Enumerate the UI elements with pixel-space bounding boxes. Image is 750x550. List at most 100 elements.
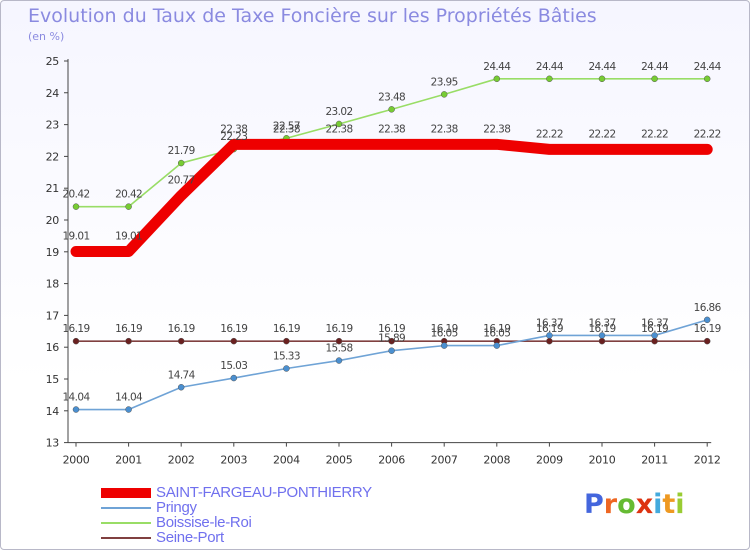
- data-point: [125, 337, 132, 345]
- data-label: 16.05: [431, 328, 458, 340]
- data-label: 24.44: [536, 61, 564, 73]
- chart-title: Evolution du Taux de Taxe Foncière sur l…: [28, 5, 597, 27]
- data-point: [703, 337, 711, 345]
- data-point: [388, 337, 395, 345]
- x-tick-label: 2010: [589, 454, 616, 467]
- data-label: 23.48: [378, 91, 405, 103]
- data-label: 16.86: [694, 302, 722, 314]
- proxiti-logo: Proxiti: [584, 489, 685, 520]
- logo-letter: P: [584, 489, 604, 520]
- data-label: 14.04: [62, 392, 90, 404]
- data-point: [703, 75, 711, 83]
- data-point: [440, 342, 448, 349]
- data-point: [440, 91, 448, 98]
- data-label: 15.89: [378, 333, 405, 345]
- legend-label: Pringy: [156, 499, 197, 516]
- data-point: [388, 106, 395, 113]
- x-tick-label: 2003: [220, 454, 247, 467]
- data-label: 16.19: [325, 323, 352, 335]
- data-label: 16.19: [115, 323, 142, 335]
- data-label: 21.79: [168, 145, 195, 157]
- series-line: [70, 138, 713, 257]
- x-tick-label: 2008: [483, 454, 510, 467]
- data-point: [335, 357, 343, 364]
- data-point: [177, 159, 185, 167]
- data-point: [388, 347, 395, 354]
- data-label: 16.19: [641, 323, 668, 335]
- logo-letter: i: [653, 489, 663, 520]
- data-label: 16.19: [168, 323, 195, 335]
- data-label: 22.22: [536, 128, 563, 140]
- data-point: [493, 342, 501, 349]
- data-label: 16.37: [641, 317, 668, 329]
- data-point: [703, 316, 711, 324]
- y-tick-label: 14: [46, 405, 60, 418]
- y-tick-label: 21: [46, 182, 59, 195]
- y-tick-label: 15: [46, 373, 60, 386]
- data-point: [335, 120, 343, 128]
- data-point: [546, 75, 553, 83]
- data-point: [230, 337, 238, 345]
- data-point: [230, 374, 238, 382]
- data-label: 16.19: [588, 323, 615, 335]
- data-label: 22.38: [483, 123, 510, 135]
- logo-letter: r: [603, 489, 618, 520]
- data-label: 16.19: [694, 323, 721, 335]
- y-tick-label: 23: [46, 119, 60, 132]
- data-point: [177, 337, 185, 345]
- data-point: [335, 337, 343, 345]
- data-label: 23.95: [431, 76, 458, 88]
- data-point: [283, 337, 290, 345]
- y-tick-label: 19: [46, 246, 60, 259]
- data-point: [72, 406, 80, 413]
- data-label: 16.19: [483, 323, 510, 335]
- data-label: 23.02: [325, 106, 352, 118]
- x-tick-label: 2012: [694, 454, 721, 467]
- data-label: 22.57: [273, 120, 300, 132]
- data-label: 16.37: [536, 317, 563, 329]
- data-label: 16.05: [483, 328, 510, 340]
- data-label: 24.44: [694, 61, 722, 73]
- data-label: 19.01: [62, 230, 89, 242]
- data-point: [546, 337, 553, 345]
- data-point: [283, 365, 290, 372]
- data-point: [493, 75, 501, 83]
- data-label: 20.42: [62, 189, 89, 201]
- data-label: 15.03: [220, 360, 247, 372]
- x-tick-label: 2000: [63, 454, 90, 467]
- data-point: [651, 75, 658, 83]
- x-tick-label: 2007: [431, 454, 458, 467]
- legend-label: Seine-Port: [156, 529, 224, 546]
- data-label: 22.22: [588, 128, 615, 140]
- data-point: [72, 337, 80, 345]
- data-label: 16.19: [220, 323, 247, 335]
- data-label: 16.37: [588, 317, 615, 329]
- logo-letter: o: [617, 489, 636, 520]
- data-point: [125, 406, 132, 413]
- y-tick-label: 18: [46, 278, 60, 291]
- logo-letter: t: [662, 489, 676, 520]
- data-label: 19.01: [115, 230, 142, 242]
- legend-swatch: [101, 522, 151, 524]
- data-label: 22.38: [431, 123, 458, 135]
- data-point: [598, 337, 606, 345]
- data-label: 14.04: [115, 392, 143, 404]
- data-label: 15.58: [325, 343, 352, 355]
- y-tick-label: 13: [46, 437, 60, 450]
- data-point: [598, 75, 606, 83]
- data-label: 24.44: [588, 61, 616, 73]
- data-label: 14.74: [168, 369, 196, 381]
- y-tick-label: 25: [46, 55, 60, 68]
- data-label: 16.19: [273, 323, 300, 335]
- data-point: [72, 203, 80, 210]
- data-label: 22.22: [641, 128, 668, 140]
- data-label: 16.19: [62, 323, 89, 335]
- data-label: 16.19: [536, 323, 563, 335]
- x-tick-label: 2002: [168, 454, 195, 467]
- data-point: [651, 332, 658, 339]
- x-tick-label: 2011: [641, 454, 668, 467]
- legend-swatch: [101, 507, 151, 509]
- y-tick-label: 20: [46, 214, 60, 227]
